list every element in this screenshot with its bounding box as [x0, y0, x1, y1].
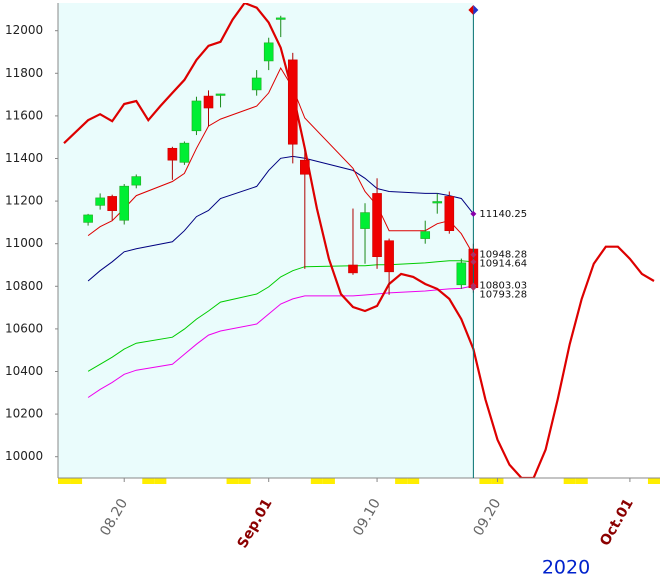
- weekend-marker: [563, 478, 576, 484]
- value-marker: [470, 258, 477, 265]
- candle-body: [191, 100, 202, 132]
- weekend-marker: [647, 478, 660, 484]
- candle-body: [420, 231, 431, 239]
- candle-body: [83, 214, 93, 223]
- candle-body: [167, 147, 178, 161]
- line-series: [87, 66, 474, 255]
- value-label: 10914.64: [479, 259, 527, 270]
- weekend-marker: [70, 478, 83, 484]
- value-marker: [470, 251, 477, 258]
- y-tick-label: 11800: [5, 66, 43, 80]
- weekend-marker: [479, 478, 492, 484]
- y-tick-label: 11600: [5, 108, 43, 122]
- y-tick-label: 12000: [5, 23, 43, 37]
- candle-body: [95, 197, 105, 206]
- candle-body: [384, 240, 394, 273]
- cursor-marker-left: [468, 5, 474, 15]
- candle-body: [456, 262, 467, 286]
- candle-body: [287, 59, 298, 145]
- cursor-marker-right: [473, 5, 479, 15]
- weekend-marker: [226, 478, 239, 484]
- candle-body: [119, 185, 130, 221]
- y-tick-label: 10600: [5, 321, 43, 335]
- y-tick-label: 10400: [5, 364, 43, 378]
- candle-body: [372, 193, 382, 257]
- line-series: [87, 155, 474, 282]
- line-series: [87, 285, 474, 398]
- value-label: 11140.25: [479, 209, 527, 220]
- candle-body: [251, 77, 262, 91]
- candle-body: [275, 17, 286, 20]
- weekend-marker: [142, 478, 155, 484]
- weekend-marker: [154, 478, 167, 484]
- value-marker: [470, 284, 477, 291]
- plot-area: [63, 3, 655, 478]
- y-tick-label: 10200: [5, 407, 43, 421]
- weekend-marker: [238, 478, 251, 484]
- weekend-marker: [395, 478, 408, 484]
- weekend-marker: [58, 478, 71, 484]
- candle-body: [107, 196, 117, 211]
- value-label: 10803.03: [479, 281, 527, 292]
- x-tick-label: 08.20: [97, 496, 131, 539]
- y-tick-label: 11200: [5, 194, 43, 208]
- year-label: 2020: [542, 557, 590, 579]
- y-tick-label: 10000: [5, 449, 43, 463]
- line-series: [87, 260, 474, 372]
- candle-body: [131, 176, 142, 186]
- x-tick-label: 09.10: [350, 496, 384, 539]
- x-tick-label: Sep.01: [235, 496, 276, 551]
- candle-body: [348, 264, 358, 274]
- x-tick-label: Oct.01: [597, 496, 637, 549]
- candle-body: [215, 93, 226, 96]
- candle-body: [263, 42, 274, 62]
- candle-body: [179, 142, 190, 163]
- weekend-marker: [310, 478, 323, 484]
- plot-background: [58, 3, 474, 478]
- y-tick-label: 11400: [5, 151, 43, 165]
- value-label: 10793.28: [479, 290, 527, 301]
- weekend-marker: [575, 478, 588, 484]
- candle-body: [432, 201, 443, 204]
- candle-body: [444, 196, 455, 232]
- y-tick-label: 11000: [5, 236, 43, 250]
- y-tick-label: 10800: [5, 279, 43, 293]
- value-label: 10948.28: [479, 250, 527, 261]
- x-tick-label: 09.20: [470, 496, 504, 539]
- weekend-marker: [322, 478, 335, 484]
- value-marker: [470, 210, 477, 217]
- candle-body: [203, 95, 214, 109]
- weekend-marker: [407, 478, 420, 484]
- line-series: [63, 3, 655, 478]
- candle-body: [360, 212, 370, 229]
- candle-body: [300, 159, 310, 175]
